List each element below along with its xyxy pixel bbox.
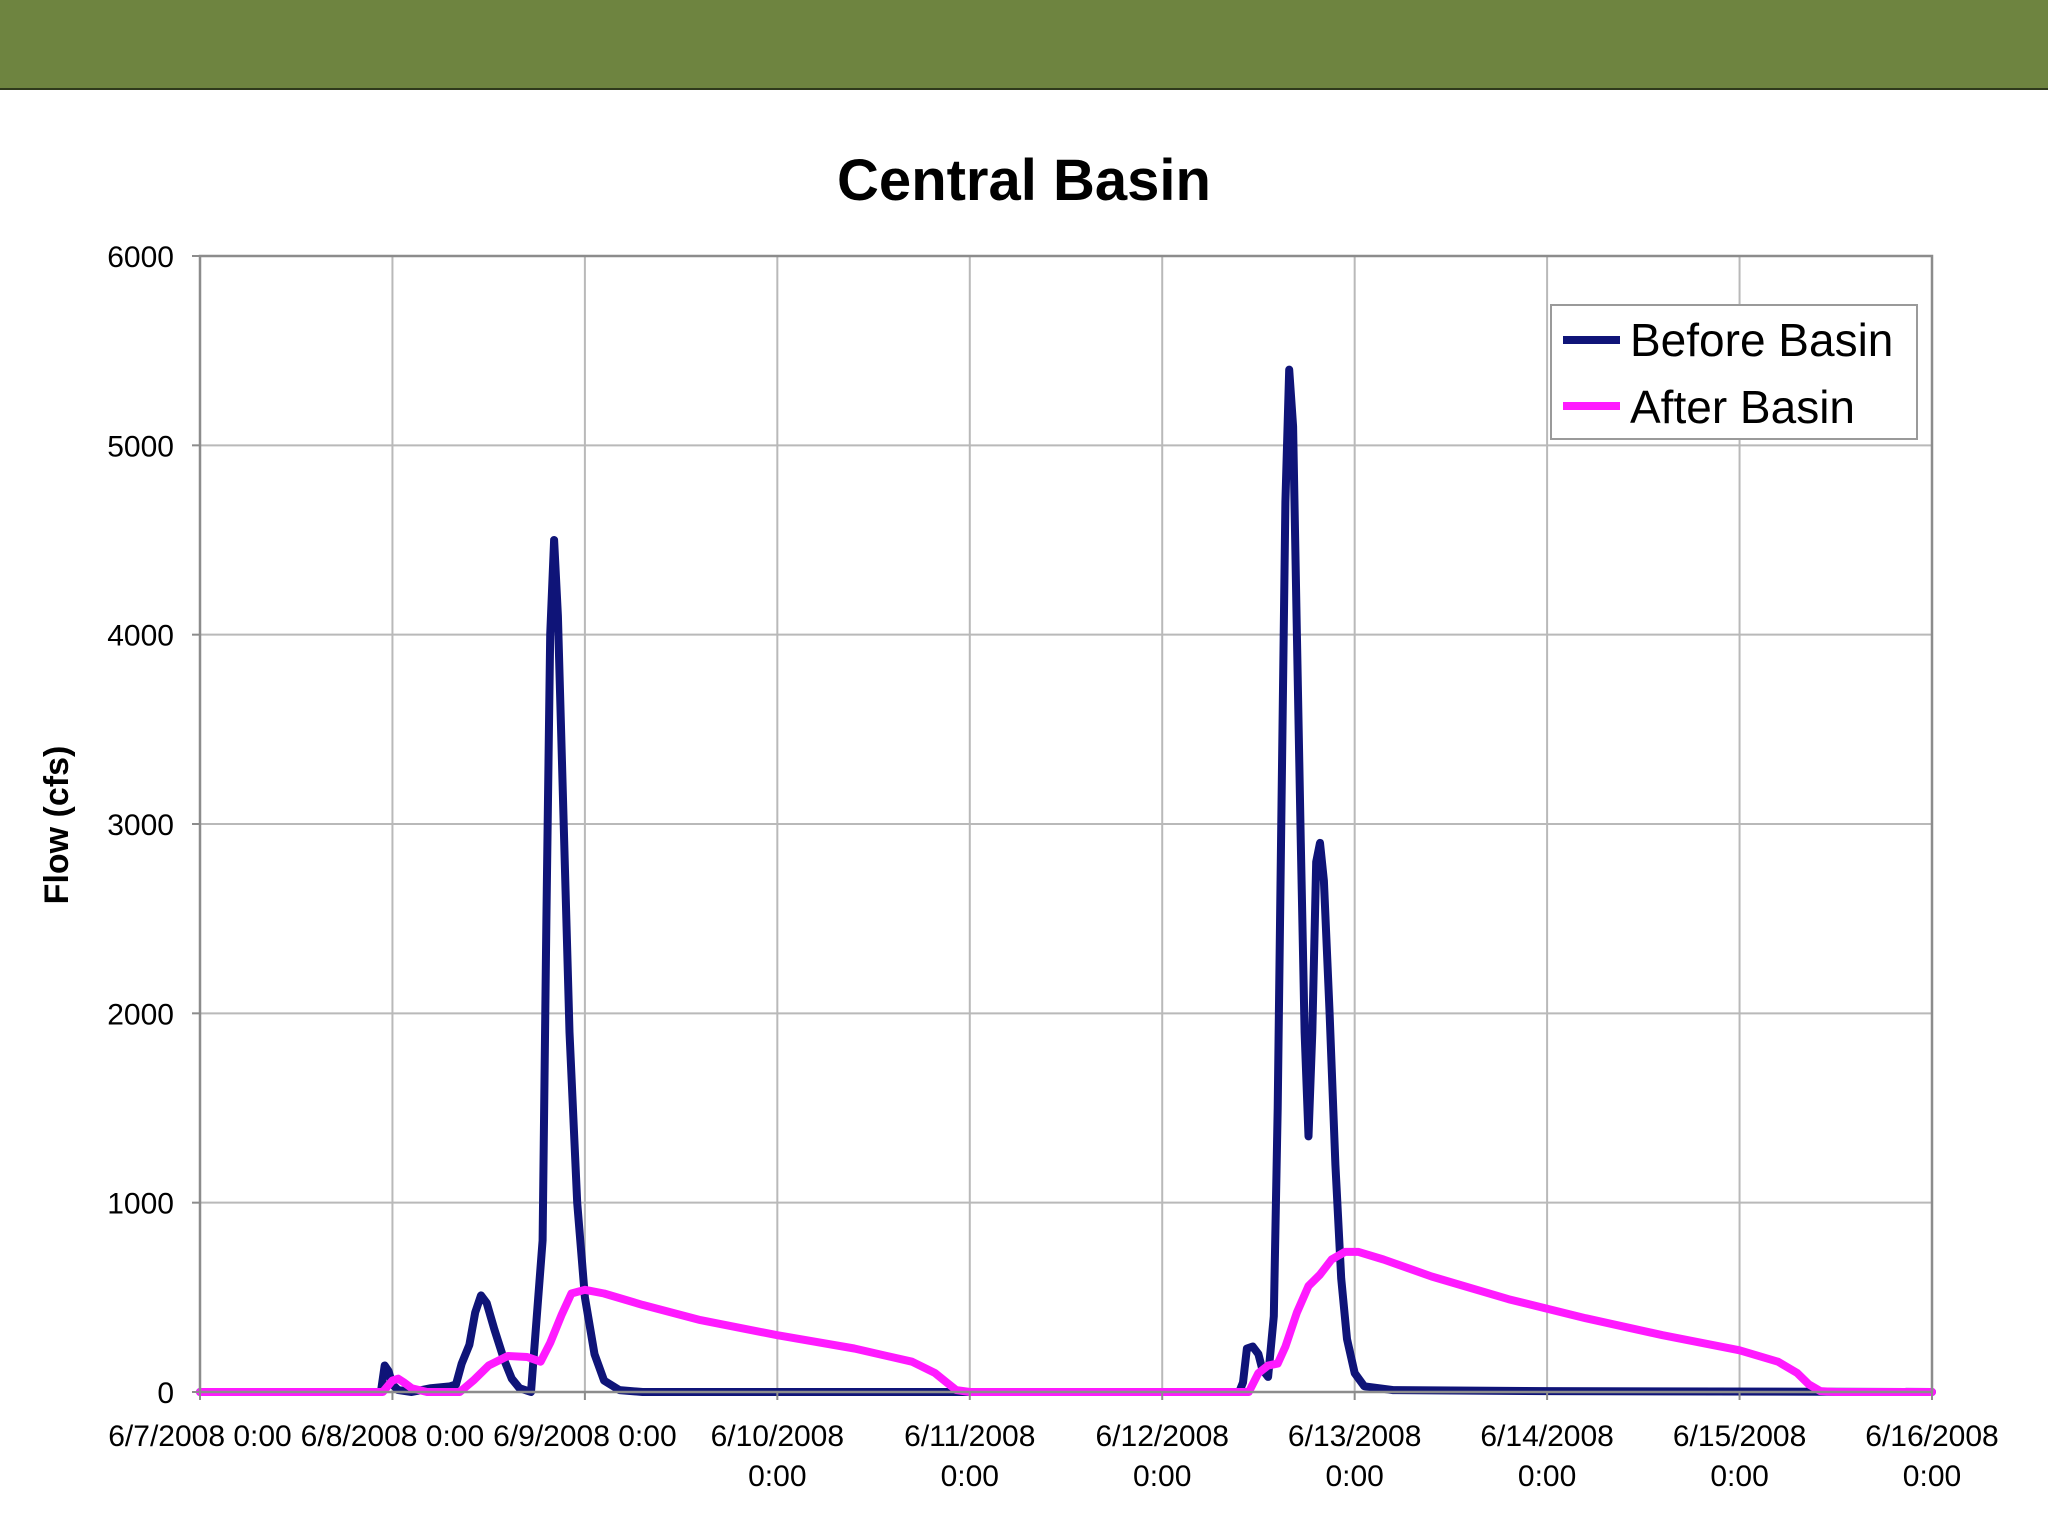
x-axis-ticks: 6/7/2008 0:00 6/8/2008 0:00 6/9/2008 0:00 6… xyxy=(108,1392,1999,1493)
x-tick-label: 6/10/2008 xyxy=(711,1420,844,1453)
x-tick-label: 6/7/2008 0:00 xyxy=(108,1420,292,1453)
x-tick-label: 6/15/2008 xyxy=(1673,1420,1806,1453)
x-tick-label: 0:00 xyxy=(941,1460,999,1493)
x-tick-label: 0:00 xyxy=(1710,1460,1768,1493)
x-tick-label: 6/8/2008 0:00 xyxy=(301,1420,485,1453)
y-tick-label: 1000 xyxy=(107,1188,174,1221)
x-tick-label: 0:00 xyxy=(1325,1460,1383,1493)
y-tick-label: 0 xyxy=(157,1377,174,1410)
series-layer xyxy=(196,365,1936,1396)
x-tick-label: 0:00 xyxy=(1518,1460,1576,1493)
legend-box xyxy=(1550,304,1918,440)
y-axis-ticks: 0 1000 2000 3000 4000 5000 6000 xyxy=(107,241,200,1410)
x-tick-label: 6/9/2008 0:00 xyxy=(493,1420,677,1453)
x-tick-label: 6/16/2008 xyxy=(1865,1420,1998,1453)
y-tick-label: 4000 xyxy=(107,620,174,653)
top-banner xyxy=(0,0,2048,90)
y-axis-label: Flow (cfs) xyxy=(38,746,76,905)
y-tick-label: 3000 xyxy=(107,809,174,842)
series-line-after-basin xyxy=(196,1247,1936,1396)
series-line-before-basin xyxy=(196,365,1936,1396)
y-tick-label: 6000 xyxy=(107,241,174,274)
legend-label-after-basin: After Basin xyxy=(1630,381,1855,433)
x-tick-label: 0:00 xyxy=(1133,1460,1191,1493)
y-tick-label: 2000 xyxy=(107,998,174,1031)
x-tick-label: 6/11/2008 xyxy=(904,1420,1035,1453)
legend-label-before-basin: Before Basin xyxy=(1630,314,1893,366)
x-tick-label: 6/14/2008 xyxy=(1480,1420,1613,1453)
x-tick-label: 0:00 xyxy=(1903,1460,1961,1493)
x-tick-label: 6/13/2008 xyxy=(1288,1420,1421,1453)
y-tick-label: 5000 xyxy=(107,430,174,463)
chart-title: Central Basin xyxy=(837,148,1211,213)
x-tick-label: 6/12/2008 xyxy=(1095,1420,1228,1453)
legend: Before Basin After Basin xyxy=(1550,304,1918,440)
x-tick-label: 0:00 xyxy=(748,1460,806,1493)
